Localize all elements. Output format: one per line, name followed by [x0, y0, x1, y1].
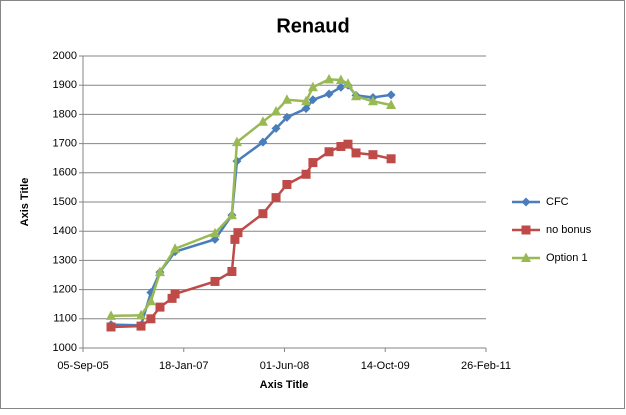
legend-marker — [521, 252, 531, 262]
data-point — [308, 95, 318, 105]
x-axis-title: Axis Title — [260, 379, 309, 391]
data-point — [301, 169, 311, 179]
data-point — [281, 94, 292, 104]
data-point — [146, 314, 156, 324]
data-point — [324, 89, 334, 99]
data-point — [210, 276, 220, 286]
x-tick-label: 01-Jun-08 — [260, 360, 310, 372]
data-point — [145, 295, 156, 306]
data-point — [136, 321, 146, 331]
data-point — [282, 179, 292, 189]
x-tick-label: 14-Oct-09 — [361, 360, 410, 372]
data-point — [368, 150, 378, 160]
data-point — [386, 154, 396, 164]
y-tick-label: 1200 — [53, 284, 77, 296]
legend-label: Option 1 — [546, 252, 588, 264]
data-point — [257, 116, 268, 126]
data-point — [227, 266, 237, 276]
data-point — [226, 209, 237, 220]
data-point — [324, 73, 335, 84]
data-point — [336, 142, 346, 152]
data-point — [367, 95, 378, 106]
data-point — [106, 310, 117, 320]
chart-title: Renaud — [276, 15, 349, 37]
data-point — [258, 209, 268, 219]
data-point — [301, 95, 312, 106]
data-point — [271, 193, 281, 203]
data-point — [342, 78, 353, 88]
data-point — [335, 74, 346, 84]
y-tick-label: 1500 — [53, 196, 77, 208]
data-point — [170, 289, 180, 299]
data-point — [351, 148, 361, 158]
data-point — [170, 243, 181, 253]
data-point — [230, 234, 240, 244]
data-point — [136, 309, 147, 320]
legend-marker — [521, 197, 531, 207]
data-point — [271, 123, 281, 133]
y-tick-label: 1800 — [53, 108, 77, 120]
legend-label: CFC — [546, 196, 569, 208]
y-tick-label: 1600 — [53, 167, 77, 179]
y-tick-label: 1100 — [53, 313, 77, 325]
data-point — [351, 90, 362, 101]
data-point — [386, 90, 396, 100]
data-point — [336, 82, 346, 92]
data-point — [233, 228, 243, 238]
x-tick-label: 26-Feb-11 — [461, 360, 511, 372]
y-axis-title: Axis Title — [19, 178, 31, 227]
data-point — [282, 112, 292, 122]
data-point — [307, 81, 318, 92]
data-point — [258, 137, 268, 147]
legend-marker — [521, 225, 531, 235]
y-tick-label: 1900 — [53, 79, 77, 91]
data-point — [343, 139, 353, 149]
legend-label: no bonus — [546, 224, 592, 236]
data-point — [386, 99, 397, 110]
data-point — [301, 104, 311, 114]
data-point — [231, 136, 242, 147]
x-tick-label: 18-Jan-07 — [159, 360, 209, 372]
data-point — [155, 302, 165, 312]
data-point — [209, 227, 220, 238]
data-point — [324, 147, 334, 157]
x-tick-label: 05-Sep-05 — [57, 360, 108, 372]
y-tick-label: 1400 — [53, 225, 77, 237]
y-tick-label: 2000 — [53, 50, 77, 62]
y-tick-label: 1700 — [53, 138, 77, 150]
y-tick-label: 1000 — [53, 342, 77, 354]
data-point — [271, 105, 282, 116]
data-point — [154, 266, 165, 277]
y-tick-label: 1300 — [53, 254, 77, 266]
data-point — [106, 322, 116, 332]
data-point — [308, 158, 318, 168]
